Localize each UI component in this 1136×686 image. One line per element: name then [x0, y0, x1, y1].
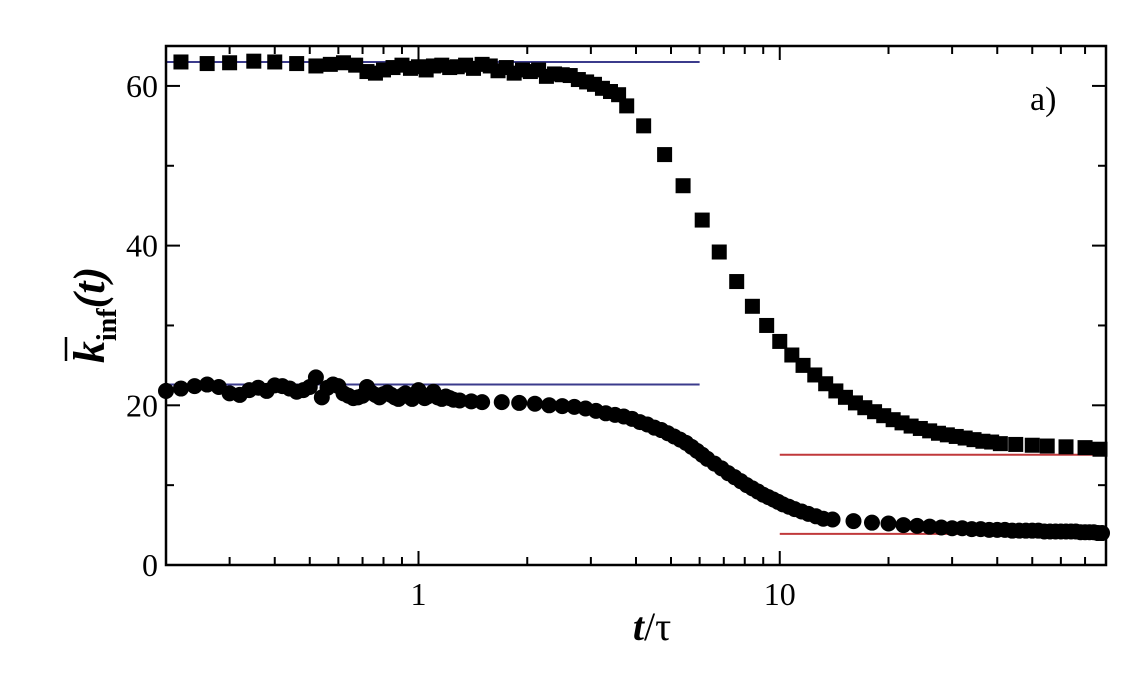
y-axis-title-main: k	[65, 341, 114, 363]
square-point	[1077, 440, 1093, 456]
square-point	[694, 212, 710, 228]
circle-point	[541, 397, 558, 414]
circle-point	[526, 395, 543, 412]
circle-point	[921, 518, 938, 535]
square-point	[992, 436, 1008, 452]
axis-ticks	[165, 46, 1107, 566]
y-tick-label: 20	[126, 387, 158, 423]
x-axis-title-main: t	[633, 604, 646, 649]
square-point	[729, 274, 745, 290]
circle-point	[493, 394, 510, 411]
square-point	[1008, 436, 1024, 452]
y-axis-title: kinf(t)	[64, 267, 123, 363]
data-series	[158, 53, 1111, 542]
panel-label: a)	[1030, 81, 1056, 118]
y-tick-label: 60	[126, 68, 158, 104]
square-point	[199, 56, 215, 72]
square-point	[711, 244, 727, 260]
circle-point	[451, 392, 468, 409]
square-point	[772, 333, 788, 349]
square-point	[619, 98, 635, 114]
reference-lines	[166, 60, 1106, 535]
square-point	[657, 147, 673, 163]
square-point	[308, 58, 324, 74]
circle-point	[186, 378, 203, 395]
circle-point	[554, 398, 571, 415]
circle-point	[307, 369, 324, 386]
circle-point	[909, 517, 926, 534]
circle-point	[824, 511, 841, 528]
circle-point	[511, 394, 528, 411]
square-point	[222, 55, 238, 71]
circle-point	[895, 517, 912, 534]
y-axis-title-arg: (t)	[65, 267, 114, 309]
square-point	[246, 53, 262, 69]
y-axis-title-sub: inf	[92, 308, 123, 341]
square-point	[289, 56, 305, 72]
square-point	[173, 54, 189, 70]
square-point	[336, 55, 352, 71]
square-point	[1039, 438, 1055, 454]
square-point	[1024, 437, 1040, 453]
square-point	[636, 118, 652, 134]
y-tick-label: 40	[126, 228, 158, 264]
circle-point	[863, 514, 880, 531]
square-point	[322, 56, 338, 72]
square-point	[348, 57, 364, 73]
circle-point	[172, 380, 189, 397]
x-tick-label: 1	[411, 576, 427, 612]
square-point	[795, 357, 811, 373]
series-square	[173, 53, 1108, 457]
plot-frame	[164, 44, 1108, 567]
square-point	[267, 54, 283, 70]
y-tick-label: 0	[142, 547, 158, 583]
circle-point	[880, 515, 897, 532]
square-point	[744, 298, 760, 314]
circle-point	[845, 513, 862, 530]
x-tick-label: 10	[764, 576, 796, 612]
square-point	[1092, 441, 1108, 457]
x-axis-title: t/τ	[633, 604, 671, 649]
x-axis-title-rest: /τ	[644, 604, 671, 649]
square-point	[1058, 439, 1074, 455]
square-point	[759, 317, 775, 333]
circle-point	[1094, 525, 1111, 542]
y-axis-title-text: kinf(t)	[65, 267, 123, 363]
tick-labels: 1 10 0 20 40 60	[126, 68, 796, 612]
square-point	[675, 178, 691, 194]
circle-point	[474, 394, 491, 411]
series-circle	[158, 369, 1111, 542]
